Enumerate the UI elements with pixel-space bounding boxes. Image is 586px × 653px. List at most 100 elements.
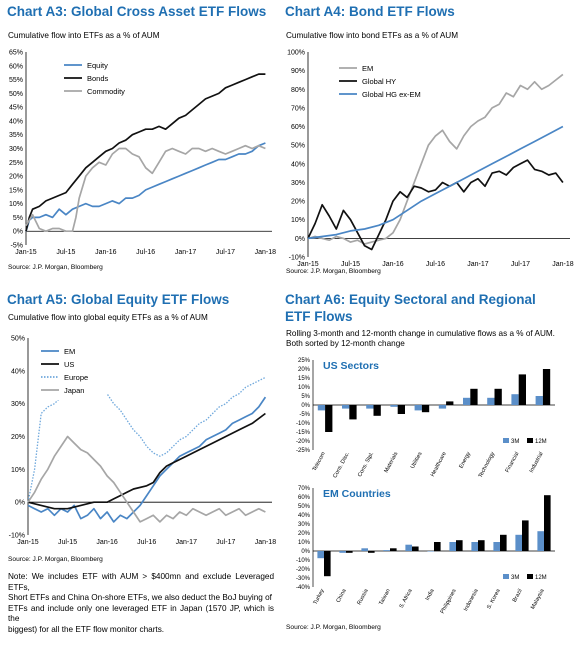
bar-12m [518,374,526,405]
category-label: Russia [356,587,370,606]
bar-12m [346,551,353,553]
y-tick-label: 100% [287,50,305,57]
category-label: S. Africa [399,587,414,609]
bar-12m [446,401,454,405]
y-tick-label: 60% [291,124,305,131]
y-tick-label: 5% [13,215,23,222]
y-tick-label: -30% [296,576,311,582]
bar-3m [317,551,324,559]
y-tick-label: 30% [9,146,23,153]
y-tick-label: 65% [9,50,23,57]
bar-3m [535,396,543,405]
y-tick-label: -5% [299,412,310,418]
bar-12m [470,388,478,405]
x-tick-label: Jul-17 [511,261,530,268]
series-line-bonds [25,73,266,232]
y-tick-label: 20% [298,531,311,537]
y-tick-label: -10% [296,421,311,427]
x-tick-label: Jan-15 [297,261,319,268]
bar-3m [390,405,398,407]
bar-3m [317,405,326,411]
x-tick-label: Jul-16 [137,539,156,546]
y-tick-label: 55% [9,77,23,84]
bar-12m [324,551,331,577]
category-label: Malaysia [530,587,546,610]
category-label: India [425,587,436,601]
legend-label: Global HG ex-EM [362,90,421,99]
x-tick-label: Jan-17 [175,249,197,256]
category-label: Cons. Disc. [332,451,351,479]
bar-3m [511,394,519,405]
bar-12m [349,405,357,420]
bar-3m [414,405,422,411]
x-tick-label: Jan-16 [95,249,117,256]
y-tick-label: 60% [9,63,23,70]
y-tick-label: 20% [298,367,311,373]
legend-label: Equity [87,61,108,70]
y-tick-label: 80% [291,87,305,94]
footnote-line-2: Short ETFs and China On-shore ETFs, we a… [8,593,272,602]
y-tick-label: 10% [11,467,25,474]
y-tick-label: 0% [301,403,310,409]
chart-a3: 65% 60% 55% 50% 45% 40% 35% 30% 25% 20% 15% 10% 5% 0%… [9,50,277,257]
category-label: Technology [478,451,497,479]
x-tick-label: Jul-15 [56,249,75,256]
bar-3m [493,542,500,551]
legend-label: 12M [535,575,547,581]
legend-label: Europe [64,373,88,382]
bar-12m [544,495,551,551]
bar-12m [325,405,333,432]
x-tick-label: Jan-16 [382,261,404,268]
bar-3m [366,405,374,409]
bar-3m [361,548,368,551]
x-tick-label: Jan-17 [467,261,489,268]
chart-a4-source: Source: J.P. Morgan, Bloomberg [286,268,381,275]
y-tick-label: 40% [291,161,305,168]
bar-3m [383,550,390,551]
category-label: Taiwan [378,588,391,606]
chart-a3-subtitle: Cumulative flow into ETFs as a % of AUM [8,31,160,40]
y-tick-label: 25% [298,358,311,364]
y-tick-label: 0% [301,549,310,555]
x-tick-label: Jan-18 [255,249,277,256]
chart-a6-em-countries: EM Countries 70% 60% 50% 40% 30% 20% 10% 0% -10% -… [296,486,555,615]
y-tick-label: 0% [15,500,25,507]
bar-12m [368,551,375,553]
footnote-source: Source: J.P. Morgan, Bloomberg [8,556,103,563]
legend-label: Bonds [87,74,109,83]
category-label: Industrial [529,451,545,474]
y-tick-label: 15% [9,187,23,194]
legend-label: Japan [64,386,84,395]
bar-12m [456,540,463,551]
category-label: Philippines [440,588,458,615]
y-tick-label: -10% [296,558,311,564]
y-tick-label: -40% [296,585,311,591]
y-tick-label: 35% [9,132,23,139]
footnote-line-4: biggest) for all the ETF flow monitor ch… [8,624,165,634]
bar-3m [537,531,544,551]
bar-12m [494,388,502,405]
y-tick-label: 70% [291,105,305,112]
category-label: Cons. Stpl. [357,451,375,478]
chart-a6-title-line-2: ETF Flows [285,309,353,324]
y-tick-label: 90% [291,68,305,75]
y-tick-label: 50% [298,504,311,510]
y-tick-label: 10% [9,201,23,208]
x-tick-label: Jan-18 [255,539,277,546]
chart-a3-title: Chart A3: Global Cross Asset ETF Flows [7,4,267,19]
x-tick-label: Jul-17 [216,249,235,256]
category-label: Materials [384,451,400,474]
legend-swatch [527,574,533,579]
legend-label: 12M [535,439,547,445]
series-line-commodity [25,144,266,233]
legend-label: 3M [511,439,519,445]
y-tick-label: 20% [11,434,25,441]
category-label: Telecom [312,451,327,473]
category-label: S. Korea [486,587,502,610]
y-tick-label: 10% [298,540,311,546]
y-tick-label: 30% [291,180,305,187]
chart-a3-source: Source: J.P. Morgan, Bloomberg [8,264,103,271]
bar-12m [421,405,430,413]
y-tick-label: 25% [9,160,23,167]
y-tick-label: 20% [9,174,23,181]
